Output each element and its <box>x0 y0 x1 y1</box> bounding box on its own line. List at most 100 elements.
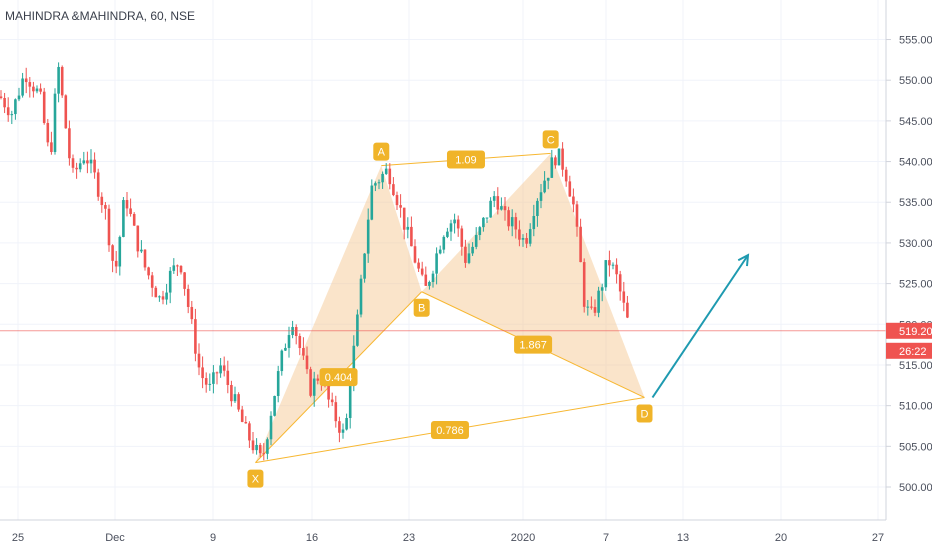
price-tick-label: 555.00 <box>899 35 932 47</box>
candle <box>568 175 572 197</box>
candle <box>334 395 338 428</box>
price-tick-label: 525.00 <box>899 279 932 291</box>
price-tick-label: 510.00 <box>899 401 932 413</box>
ratio-label-ac: 1.09 <box>446 150 485 169</box>
candle <box>510 209 514 237</box>
candle <box>276 365 280 403</box>
candle <box>161 290 165 305</box>
candle <box>140 240 143 254</box>
candle <box>204 372 208 393</box>
candle <box>453 213 456 234</box>
candle <box>478 225 482 241</box>
harmonic-pattern[interactable] <box>255 152 645 464</box>
candle <box>428 280 431 290</box>
candle <box>460 225 464 256</box>
candle <box>165 283 168 305</box>
price-axis[interactable]: 500.00505.00510.00515.00520.00525.00530.… <box>885 0 932 520</box>
candle <box>168 267 172 304</box>
candle <box>194 308 197 362</box>
candle <box>6 97 10 122</box>
candle <box>262 443 266 461</box>
candle <box>395 191 399 211</box>
candle <box>118 235 122 276</box>
candle <box>464 239 467 268</box>
candle <box>467 243 471 265</box>
candle <box>136 225 140 258</box>
time-axis[interactable]: 25 Dec 9 16 23 2020 7 13 20 27 <box>0 519 886 544</box>
pattern-point-b: B <box>413 298 430 317</box>
candle <box>399 194 402 218</box>
candle <box>528 223 532 247</box>
candle <box>474 227 478 250</box>
pattern-point-a: A <box>373 142 390 161</box>
svg-text:D: D <box>641 409 649 421</box>
candle <box>312 371 316 407</box>
candle <box>435 247 438 285</box>
candle <box>291 320 294 339</box>
candle <box>536 198 539 227</box>
pattern-triangle-xab <box>255 165 422 463</box>
svg-text:0.404: 0.404 <box>325 372 353 384</box>
ratio-label-xd: 0.786 <box>430 421 469 440</box>
candle <box>381 171 384 189</box>
candle <box>554 155 557 169</box>
candle <box>273 395 276 417</box>
countdown-badge-bg <box>886 342 932 359</box>
candle <box>579 218 582 263</box>
candle <box>330 392 334 406</box>
candle <box>316 374 320 385</box>
candle <box>482 217 485 232</box>
candle <box>417 258 420 272</box>
ratio-label-bd: 1.867 <box>514 335 553 354</box>
candle <box>615 258 618 284</box>
candle <box>71 154 75 173</box>
candle <box>230 380 233 407</box>
candle <box>197 343 201 376</box>
time-tick-label: 13 <box>677 532 689 544</box>
candle <box>111 244 114 273</box>
candle <box>402 207 406 240</box>
time-tick-label: 7 <box>603 532 609 544</box>
candle <box>392 177 395 197</box>
candle <box>89 149 93 174</box>
candle <box>190 300 194 324</box>
candle <box>327 382 330 408</box>
candle <box>107 204 111 252</box>
svg-text:C: C <box>547 134 555 146</box>
svg-text:A: A <box>378 147 386 159</box>
candle <box>244 416 248 424</box>
candle <box>255 438 258 455</box>
candle <box>377 179 381 190</box>
candle <box>507 206 510 231</box>
candle <box>179 265 183 275</box>
ratio-label-xb: 0.404 <box>319 368 358 387</box>
projection-arrow[interactable] <box>651 253 750 399</box>
candle <box>557 148 561 166</box>
candle <box>248 421 251 448</box>
candle <box>302 337 305 360</box>
candle <box>14 98 17 120</box>
candle <box>42 87 46 125</box>
candle <box>176 264 179 276</box>
chart-grid <box>0 0 886 520</box>
candle <box>251 432 255 454</box>
candle <box>21 72 24 98</box>
candle <box>114 250 118 274</box>
candle <box>46 118 50 147</box>
price-tick-label: 500.00 <box>899 482 932 494</box>
candle <box>626 295 629 319</box>
candle <box>201 356 204 389</box>
candle <box>82 151 86 165</box>
candle <box>10 110 14 125</box>
candle <box>186 284 190 314</box>
candle <box>68 120 71 166</box>
candle <box>341 423 345 439</box>
candle <box>219 358 222 378</box>
candle <box>86 151 89 174</box>
candle <box>39 83 42 95</box>
pattern-point-c: C <box>542 130 559 149</box>
svg-text:X: X <box>252 474 260 486</box>
candle <box>525 232 528 249</box>
projection-arrow-line <box>651 254 749 399</box>
